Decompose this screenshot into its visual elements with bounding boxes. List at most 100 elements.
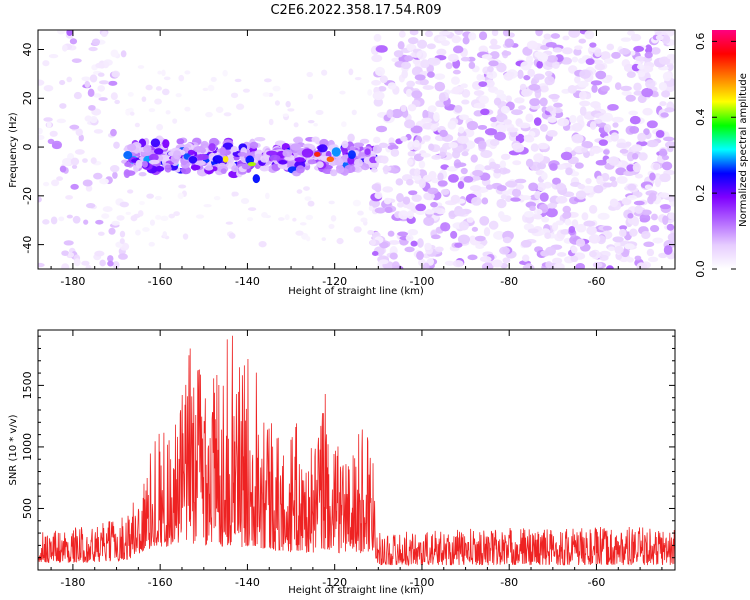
heatmap-cell (506, 127, 519, 133)
heatmap-cell (222, 155, 229, 163)
heatmap-cell (629, 228, 638, 237)
heatmap-cell (46, 121, 52, 128)
heatmap-cell (88, 46, 98, 52)
heatmap-cell (42, 219, 50, 225)
heatmap-cell (393, 50, 404, 58)
heatmap-cell (398, 210, 409, 220)
heatmap-cell (422, 262, 430, 269)
heatmap-cell (545, 207, 558, 218)
heatmap-cell (38, 196, 42, 203)
heatmap-cell (589, 121, 597, 130)
heatmap-cell (66, 214, 73, 219)
heatmap-cell (259, 165, 270, 172)
heatmap-cell (574, 45, 583, 50)
heatmap-cell (205, 111, 213, 118)
heatmap-cell (59, 103, 67, 109)
heatmap-cell (195, 214, 205, 219)
heatmap-cell (614, 245, 624, 254)
heatmap-cell (93, 172, 103, 180)
heatmap-cell (91, 38, 101, 46)
colorbar-tick-label: 0.4 (694, 109, 707, 127)
heatmap-cell (371, 54, 383, 63)
heatmap-cell (415, 203, 427, 212)
heatmap-cell (437, 172, 444, 181)
heatmap-cell (523, 210, 534, 218)
heatmap-cell (407, 37, 419, 45)
heatmap-cell (502, 236, 512, 244)
heatmap-cell (445, 62, 453, 70)
heatmap-y-tick-label: 20 (21, 91, 34, 105)
heatmap-cell (643, 128, 650, 136)
heatmap-cell (484, 128, 498, 136)
heatmap-cell (655, 34, 664, 41)
heatmap-cell (43, 117, 53, 122)
heatmap-cell (197, 153, 209, 161)
heatmap-cell (453, 86, 464, 93)
heatmap-cell (637, 94, 647, 104)
heatmap-cell (503, 72, 514, 81)
heatmap-cell (454, 242, 463, 248)
heatmap-cell (463, 175, 474, 183)
heatmap-cell (95, 219, 104, 225)
heatmap-cell (595, 159, 607, 166)
heatmap-cell (335, 164, 345, 174)
heatmap-cell (184, 106, 191, 112)
heatmap-cell (496, 185, 507, 192)
heatmap-cell (165, 110, 171, 115)
heatmap-x-tick-label: -180 (60, 275, 85, 288)
heatmap-cell (420, 59, 430, 69)
heatmap-cell (424, 209, 435, 215)
heatmap-cell (58, 216, 65, 222)
heatmap-cell (83, 219, 89, 225)
heatmap-cell (89, 74, 98, 83)
heatmap-cell (585, 177, 592, 185)
heatmap-cell (548, 93, 560, 100)
heatmap-cell (317, 144, 328, 153)
heatmap-cell (418, 178, 426, 189)
heatmap-cell (664, 107, 675, 113)
heatmap-cell (560, 151, 573, 161)
heatmap-cell (423, 192, 435, 201)
heatmap-cell (557, 117, 570, 127)
heatmap-cell (232, 191, 239, 197)
heatmap-cell (474, 235, 486, 242)
heatmap-cell (87, 88, 95, 97)
heatmap-y-tick-label: -20 (21, 187, 34, 205)
heatmap-cell (574, 162, 584, 169)
heatmap-cell (661, 161, 673, 171)
heatmap-cell (596, 175, 604, 185)
heatmap-cell (568, 225, 576, 234)
heatmap-cell (397, 231, 409, 237)
heatmap-cell (483, 227, 491, 237)
heatmap-cell (63, 240, 74, 246)
heatmap-cell (620, 85, 632, 92)
heatmap-cell (391, 108, 403, 119)
heatmap-cell (384, 206, 393, 214)
heatmap-cell (581, 212, 589, 221)
heatmap-cell (129, 111, 135, 116)
heatmap-cell (287, 108, 295, 112)
heatmap-cell (127, 92, 134, 97)
heatmap-cell (660, 112, 669, 118)
heatmap-cell (515, 133, 525, 144)
heatmap-cell (68, 252, 75, 258)
heatmap-cell (466, 120, 479, 131)
heatmap-cell (525, 55, 534, 63)
heatmap-cell (200, 140, 209, 149)
heatmap-cell (154, 195, 162, 201)
heatmap-cell (583, 220, 596, 227)
heatmap-cell (110, 92, 118, 100)
heatmap-cell (375, 45, 388, 53)
heatmap-cell (69, 38, 78, 45)
heatmap-cell (505, 95, 513, 103)
heatmap-cell (649, 172, 656, 181)
heatmap-cell (535, 30, 543, 37)
heatmap-cell (407, 103, 417, 112)
heatmap-cell (436, 48, 447, 56)
heatmap-cell (619, 225, 628, 231)
snr-x-tick-label: -180 (60, 576, 85, 589)
heatmap-cell (66, 76, 73, 83)
heatmap-cell (406, 80, 416, 88)
heatmap-cell (299, 222, 307, 226)
heatmap-cell (405, 88, 413, 98)
